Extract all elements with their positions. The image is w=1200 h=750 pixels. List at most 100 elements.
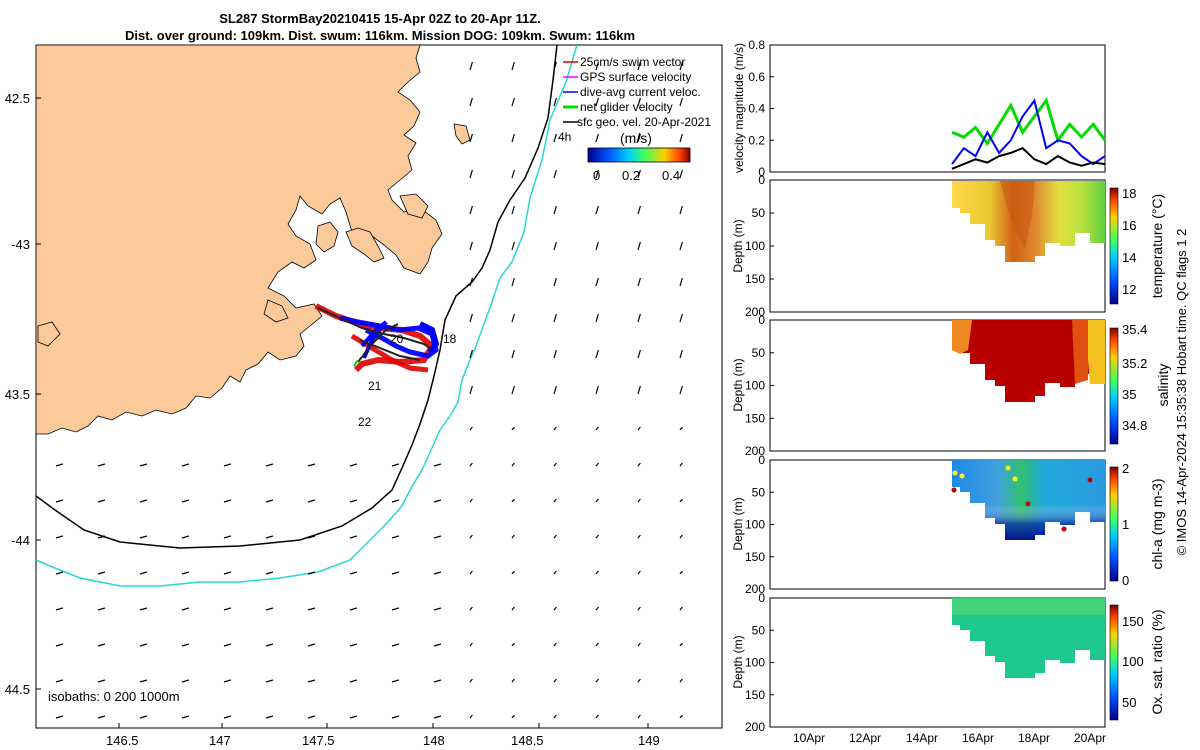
velocity-arrow (433, 643, 442, 647)
velocity-arrow (55, 499, 64, 503)
velocity-arrow (511, 606, 515, 611)
velocity-arrow (307, 571, 316, 575)
velocity-arrow (469, 169, 473, 179)
velocity-arrow (637, 534, 641, 539)
footer-credit: © IMOS 14-Apr-2024 15:35:38 Hobart time.… (1174, 229, 1189, 556)
salinity-y-tick: 100 (745, 379, 765, 393)
velocity-arrow (595, 385, 599, 395)
colorbar-tick: 0.4 (662, 168, 680, 183)
map-y-tick: -43 (11, 237, 30, 252)
velocity-arrow (595, 462, 599, 467)
velocity-arrow (679, 133, 683, 143)
velocity-y-tick: 0.8 (748, 38, 765, 52)
legend-sfc-geo: sfc geo. vel. 20-Apr-2021 (577, 115, 711, 129)
velocity-arrow (391, 463, 400, 467)
time-x-tick: 10Apr (793, 731, 825, 745)
velocity-arrow (391, 607, 400, 611)
velocity-arrow (469, 97, 473, 107)
velocity-arrow (511, 133, 515, 143)
velocity-arrow (265, 535, 274, 539)
velocity-arrow (469, 426, 473, 431)
velocity-arrow (307, 535, 316, 539)
temperature-cbar-tick: 12 (1122, 282, 1136, 297)
time-x-tick: 18Apr (1018, 731, 1050, 745)
velocity-arrow (679, 534, 683, 539)
map-x-tick: 148 (423, 733, 445, 748)
velocity-arrow (139, 607, 148, 611)
velocity-arrow (223, 463, 232, 467)
oxygen-cbar-tick: 50 (1122, 695, 1136, 710)
oxygen-ylabel: Depth (m) (731, 635, 745, 688)
velocity-arrow (349, 463, 358, 467)
map-panel: 20 18 21 22 146.5 147 147.5 148 148.5 14… (5, 44, 723, 748)
colorbar-tick: 0 (593, 168, 600, 183)
velocity-arrow (97, 607, 106, 611)
time-x-tick: 20Apr (1074, 731, 1106, 745)
map-x-tick: 149 (638, 733, 660, 748)
velocity-arrow (223, 643, 232, 647)
velocity-arrow (637, 678, 641, 683)
velocity-arrow (469, 498, 473, 503)
velocity-arrow (637, 277, 641, 287)
velocity-arrow (637, 241, 641, 251)
velocity-arrow (139, 571, 148, 575)
map-x-tick: 148.5 (511, 733, 544, 748)
velocity-arrow (97, 463, 106, 467)
velocity-arrow (595, 97, 599, 107)
velocity-arrow (469, 241, 473, 251)
velocity-arrow (637, 498, 641, 503)
velocity-arrow (55, 679, 64, 683)
velocity-arrow (139, 535, 148, 539)
velocity-arrow (433, 535, 442, 539)
velocity-arrow (679, 642, 683, 647)
velocity-arrow (349, 715, 358, 719)
velocity-panel: 0 0.2 0.4 0.6 0.8 velocity magnitude (m/s) (732, 38, 1107, 179)
velocity-arrow (97, 535, 106, 539)
velocity-arrow (469, 678, 473, 683)
velocity-arrow (679, 714, 683, 719)
velocity-arrow (553, 61, 557, 71)
salinity-ylabel: Depth (m) (731, 358, 745, 411)
velocity-arrow (349, 607, 358, 611)
velocity-arrow (679, 97, 683, 107)
velocity-arrow (307, 607, 316, 611)
velocity-arrow (469, 534, 473, 539)
velocity-arrow (223, 499, 232, 503)
velocity-arrow (433, 463, 442, 467)
velocity-arrow (469, 313, 473, 323)
velocity-arrow (55, 607, 64, 611)
velocity-arrow (223, 607, 232, 611)
velocity-arrow (223, 715, 232, 719)
velocity-arrow (265, 499, 274, 503)
temperature-y-tick: 100 (745, 239, 765, 253)
title-line-1: SL287 StormBay20210415 15-Apr 02Z to 20-… (219, 11, 541, 26)
velocity-arrow (595, 426, 599, 431)
velocity-arrow (553, 205, 557, 215)
velocity-arrow (511, 169, 515, 179)
time-x-tick: 12Apr (849, 731, 881, 745)
chla-panel: Depth (m) 0 50 100 150 200 2 1 0 chl-a (mg m… (731, 453, 1165, 596)
velocity-arrow (469, 349, 473, 359)
chla-cbar-label: chl-a (mg m-3) (1149, 478, 1165, 569)
chla-cbar-tick: 2 (1122, 461, 1129, 476)
velocity-arrow (469, 133, 473, 143)
velocity-arrow (679, 313, 683, 323)
velocity-arrow (349, 643, 358, 647)
velocity-arrow (181, 535, 190, 539)
map-x-tick: 147 (209, 733, 231, 748)
velocity-arrow (391, 571, 400, 575)
velocity-arrow (391, 679, 400, 683)
velocity-arrow (595, 61, 599, 71)
velocity-arrow (265, 463, 274, 467)
velocity-arrow (553, 642, 557, 647)
velocity-arrow (433, 499, 442, 503)
velocity-arrow (181, 463, 190, 467)
velocity-arrow (553, 313, 557, 323)
velocity-arrow (511, 205, 515, 215)
velocity-arrow (511, 426, 515, 431)
salinity-cbar-tick: 34.8 (1122, 418, 1147, 433)
isobath-1000m (36, 45, 578, 587)
legend-gps-velocity: GPS surface velocity (580, 70, 691, 84)
velocity-arrow (595, 169, 599, 179)
